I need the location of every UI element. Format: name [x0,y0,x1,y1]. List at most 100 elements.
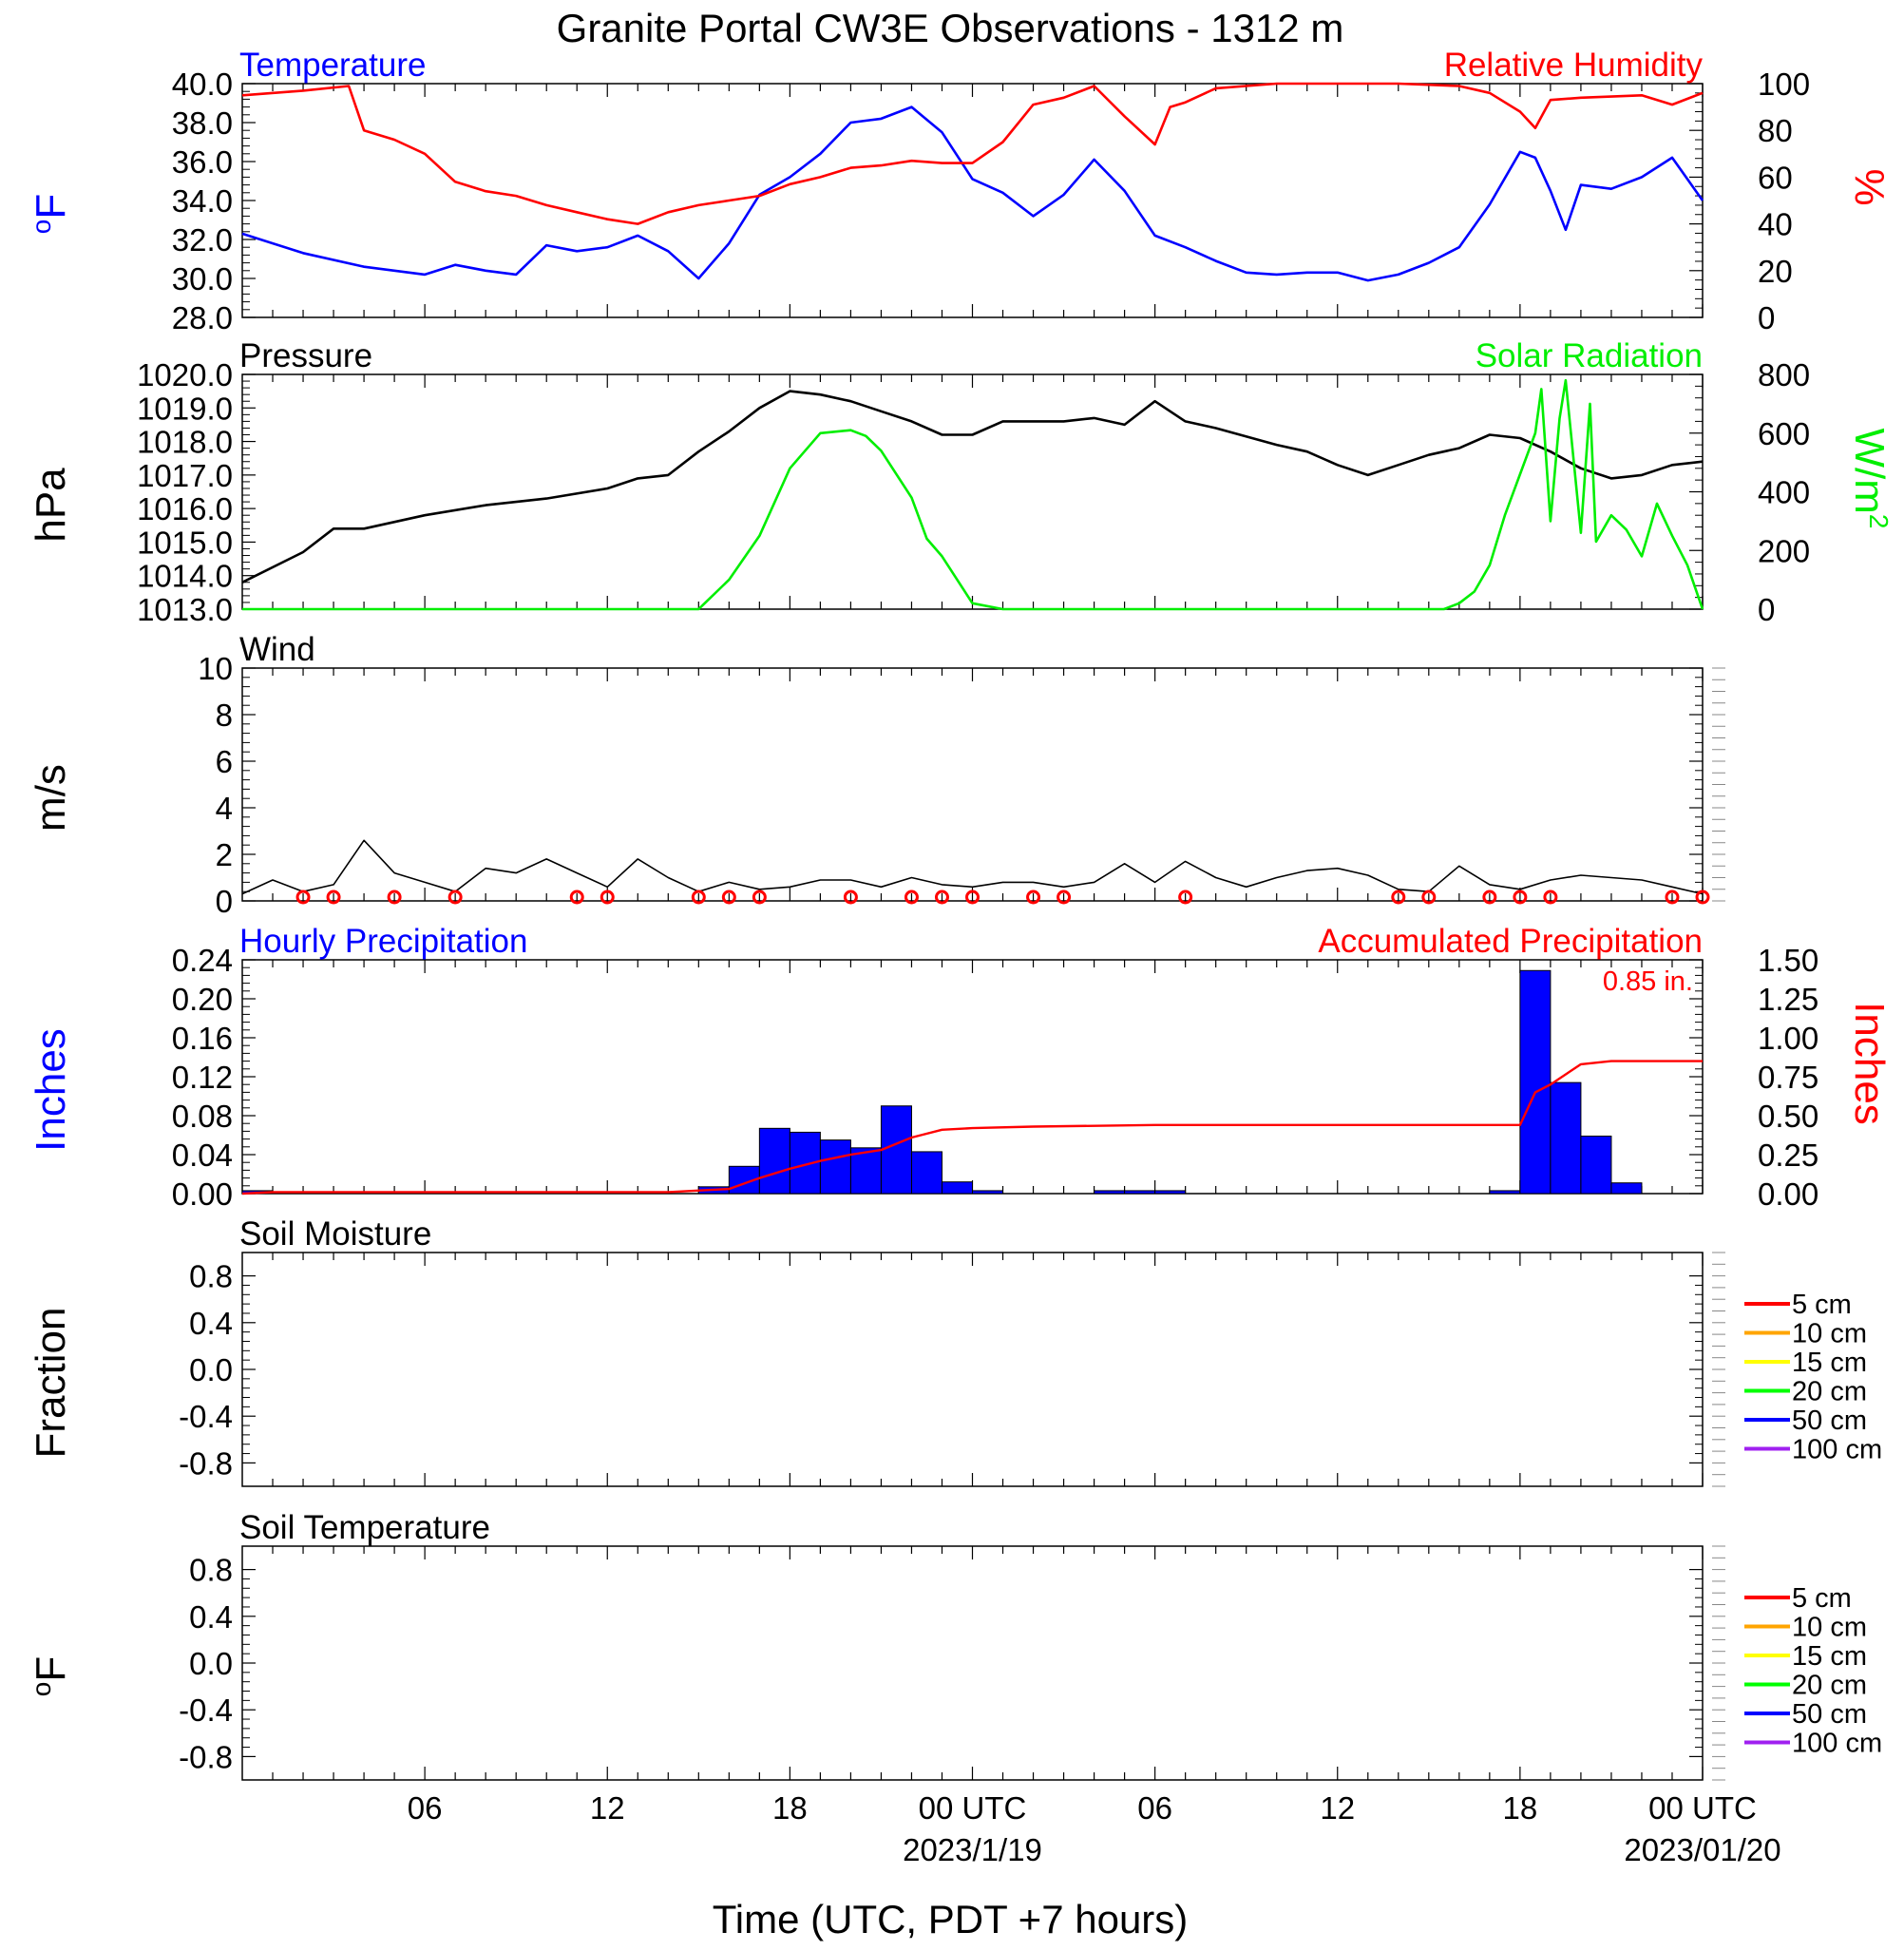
legend-label: 20 cm [1792,1671,1867,1701]
y-axis-title-left: Inches [28,1028,74,1152]
y-tick-label-left: 1013.0 [137,592,233,627]
y-tick-label-right: 200 [1758,533,1810,568]
y-tick-label-left: 0.12 [172,1060,233,1095]
legend-label: 10 cm [1792,1613,1867,1643]
y-tick-label-left: 1020.0 [137,357,233,392]
y-tick-label-left: 0.8 [189,1553,233,1588]
x-tick-label: 06 [1137,1790,1172,1826]
precip-bar [910,1151,942,1195]
panel-pressure_solar: 1013.01014.01015.01016.01017.01018.01019… [28,337,1894,627]
wind-markers [295,889,1710,905]
calm-wind-marker [1513,889,1528,905]
y-tick-label-right: 20 [1758,254,1793,289]
precip-bar [1550,1081,1582,1195]
y-tick-label-left: 30.0 [172,261,233,296]
figure-title: Granite Portal CW3E Observations - 1312 … [557,6,1344,50]
y-tick-label-right: 0.50 [1758,1099,1818,1134]
calm-wind-marker [1391,889,1406,905]
panel-title-left: Hourly Precipitation [239,923,527,960]
plot-frame [241,667,1704,902]
date-label: 2023/1/19 [903,1832,1042,1867]
y-axis-title-right: Inches [1846,1002,1893,1125]
panel-title-left: Soil Temperature [239,1509,490,1546]
y-tick-label-left: 10 [198,651,233,686]
calm-wind-marker [1482,889,1497,905]
precip-bar [1489,1190,1521,1195]
panel-precipitation: 0.000.040.080.120.160.200.240.000.250.50… [28,923,1893,1212]
y-tick-label-left: 4 [216,791,233,826]
y-tick-label-right: 40 [1758,207,1793,242]
y-tick-label-left: 0.24 [172,943,233,978]
y-tick-label-left: 1017.0 [137,458,233,493]
y-tick-label-right: 0 [1758,592,1775,627]
y-tick-label-right: 0.75 [1758,1060,1818,1095]
panel-temperature_humidity: 28.0 30.032.034.036.038.040.0 0 20 40 60 80 100… [27,47,1894,335]
calm-wind-marker [691,889,706,905]
precip-bar [758,1127,790,1195]
y-tick-label-left: 28.0 [172,300,233,335]
calm-wind-marker [447,889,463,905]
y-tick-label-right: 600 [1758,416,1810,451]
legend-label: 15 cm [1792,1348,1867,1378]
calm-wind-marker [1178,889,1193,905]
y-tick-label-left: 0 [216,884,233,919]
precip-bar [1610,1182,1643,1195]
y-tick-label-right: 80 [1758,113,1793,148]
panel-title-right: Accumulated Precipitation [1318,923,1703,960]
legend-label: 10 cm [1792,1319,1867,1349]
y-tick-label-left: 0.00 [172,1176,233,1212]
calm-wind-marker [326,889,341,905]
plot-frame [241,1252,1704,1487]
legend-label: 100 cm [1792,1729,1882,1759]
y-tick-label-right: 1.25 [1758,982,1818,1017]
x-tick-label: 06 [408,1790,443,1826]
calm-wind-marker [1057,889,1072,905]
panel-title-left: Wind [239,631,315,668]
plot-frame [241,959,1704,1195]
y-tick-label-right: 0.25 [1758,1138,1818,1173]
y-tick-label-right: 1.00 [1758,1021,1818,1056]
plot-frame [241,1545,1704,1781]
calm-wind-marker [387,889,402,905]
chart-panels: 28.030.032.034.036.038.040.0020406080100… [27,47,1894,1781]
x-tick-label: 18 [1503,1790,1538,1826]
calm-wind-marker [934,889,949,905]
y-tick-label-left: 40.0 [172,67,233,102]
calm-wind-marker [295,889,311,905]
time-axis-labels: 06 12 18 00 UTC 06 12 18 00 UTC 2023/1/19 2023/01… [408,1790,1781,1867]
y-tick-label-left: 0.08 [172,1099,233,1134]
precip-bar [1154,1190,1187,1195]
y-tick-label-left: -0.8 [179,1739,233,1774]
y-tick-label-left: 0.8 [189,1259,233,1294]
y-axis-title-left: hPa [28,468,74,543]
y-tick-label-left: 0.4 [189,1599,233,1635]
y-tick-label-right: 800 [1758,357,1810,392]
y-tick-label-left: 0.20 [172,982,233,1017]
x-tick-label: 18 [772,1790,808,1826]
y-tick-label-left: 0.04 [172,1138,233,1173]
calm-wind-marker [1026,889,1041,905]
precip-bar [1094,1190,1126,1195]
calm-wind-marker [1543,889,1558,905]
y-tick-label-left: 0.0 [189,1646,233,1681]
y-tick-label-left: 34.0 [172,183,233,219]
y-tick-label-left: 32.0 [172,222,233,258]
y-tick-label-right: 1.50 [1758,943,1818,978]
calm-wind-marker [1695,889,1710,905]
y-axis-title-right: % [1846,168,1893,205]
y-tick-label-right: 60 [1758,160,1793,195]
precip-bar [972,1190,1004,1195]
pressure-line [241,390,1704,583]
y-tick-label-left: 38.0 [172,105,233,141]
legend-label: 5 cm [1792,1583,1852,1614]
y-tick-label-left: -0.4 [179,1399,233,1434]
y-tick-label-right: 0 [1758,300,1775,335]
accumulated-total-label: 0.85 in. [1603,966,1693,997]
y-tick-label-left: 1015.0 [137,525,233,560]
y-tick-label-left: 0.4 [189,1306,233,1341]
